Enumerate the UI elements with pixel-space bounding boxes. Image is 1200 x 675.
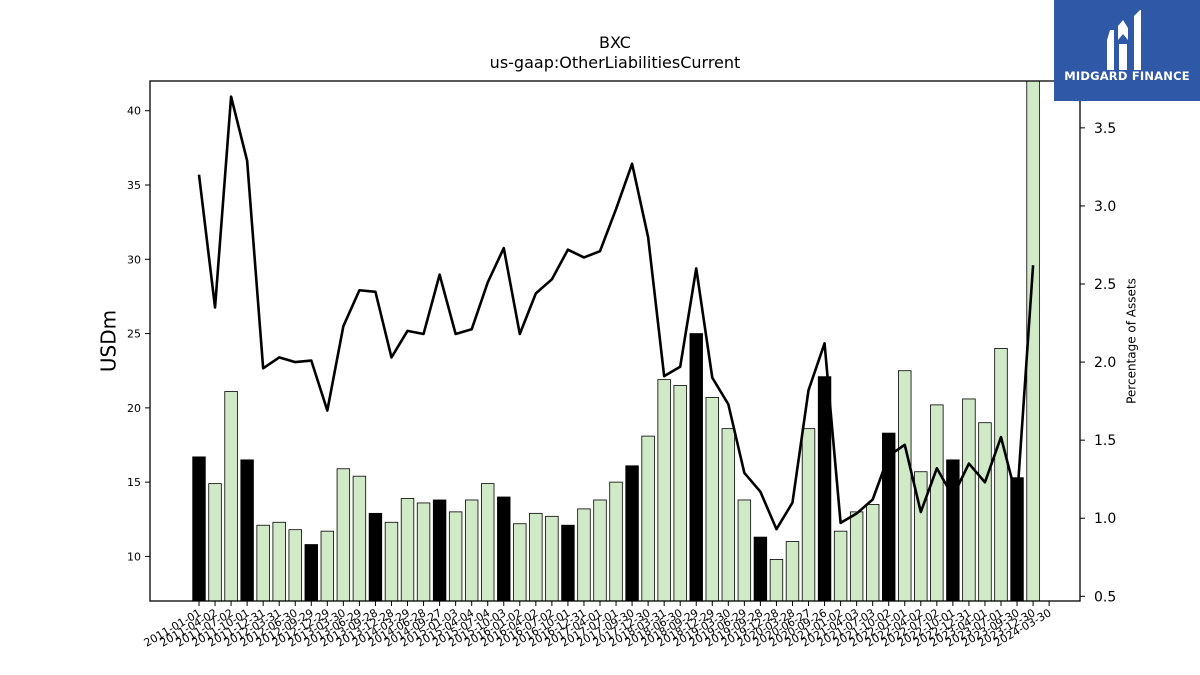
line-layer (197, 95, 1035, 531)
bar (256, 524, 270, 602)
y-tick-label: 15 (127, 476, 141, 489)
bar (641, 435, 655, 602)
bar (721, 428, 736, 602)
bar (705, 397, 719, 602)
midgard-logo-icon (1107, 10, 1141, 70)
bar (320, 530, 335, 602)
bar (352, 475, 367, 602)
bar (689, 333, 703, 602)
y-tick-label: 10 (127, 550, 141, 563)
bar (962, 398, 976, 602)
bar (657, 379, 671, 602)
chart-subtitle: us-gaap:OtherLiabilitiesCurrent (490, 53, 741, 72)
bar (801, 428, 816, 602)
y2-tick-label: 0.5 (1094, 589, 1116, 605)
y2-tick-label: 1.0 (1094, 511, 1116, 527)
y-tick-label: 40 (127, 105, 141, 118)
logo-badge: MIDGARD FINANCE (1054, 0, 1200, 101)
bar (192, 456, 206, 602)
y2-axis-label: Percentage of Assets (1125, 278, 1139, 404)
bar (625, 465, 639, 602)
bar (224, 391, 238, 602)
bar (497, 496, 511, 602)
bar (609, 481, 623, 602)
bar (368, 512, 383, 602)
bar (272, 521, 286, 602)
bar (898, 370, 912, 602)
bar (416, 502, 431, 602)
bar (673, 385, 687, 602)
bar (833, 530, 848, 602)
bar (593, 499, 607, 602)
bar (208, 483, 222, 602)
bar (946, 459, 960, 602)
bar (849, 511, 864, 602)
x-axis: 2011-01-012011-04-022011-07-022011-10-01… (142, 601, 1054, 650)
y-tick-label: 30 (127, 253, 141, 266)
bar (336, 468, 351, 602)
y-axis-label: USDm (97, 310, 121, 372)
bar (561, 524, 575, 602)
bar (400, 498, 415, 602)
pct-assets-line (197, 95, 1035, 531)
bar (737, 499, 752, 602)
bar (240, 459, 254, 602)
bar (817, 376, 832, 602)
bar (432, 499, 447, 602)
y2-tick-label: 1.5 (1094, 433, 1116, 449)
bar (865, 504, 880, 602)
bar (384, 521, 399, 602)
bar (785, 541, 800, 602)
y-tick-label: 25 (127, 328, 141, 341)
y2-tick-label: 2.5 (1094, 277, 1116, 293)
plot-frame (149, 80, 1081, 602)
logo-text: MIDGARD FINANCE (1064, 69, 1190, 83)
bar (577, 508, 591, 602)
bars-layer (192, 80, 1040, 602)
bar (529, 512, 543, 602)
bar (545, 515, 559, 602)
bar (448, 511, 463, 602)
bar (930, 404, 944, 602)
y2-tick-label: 3.0 (1094, 199, 1116, 215)
y-axis-left: 10 15 20 25 30 35 40 (127, 105, 150, 563)
chart-title: BXC (599, 33, 631, 52)
bar (481, 483, 495, 602)
y-tick-label: 35 (127, 179, 141, 192)
bar (513, 523, 527, 602)
y-tick-label: 20 (127, 402, 141, 415)
bar (304, 544, 318, 602)
bar (288, 529, 302, 602)
bar (769, 559, 784, 602)
bar (994, 348, 1008, 602)
bar (978, 422, 992, 602)
bar (753, 536, 768, 602)
bar (464, 499, 479, 602)
y-axis-right: 0.5 1.0 1.5 2.0 2.5 3.0 3.5 (1080, 121, 1116, 605)
y2-tick-label: 2.0 (1094, 355, 1116, 371)
y2-tick-label: 3.5 (1094, 121, 1116, 137)
